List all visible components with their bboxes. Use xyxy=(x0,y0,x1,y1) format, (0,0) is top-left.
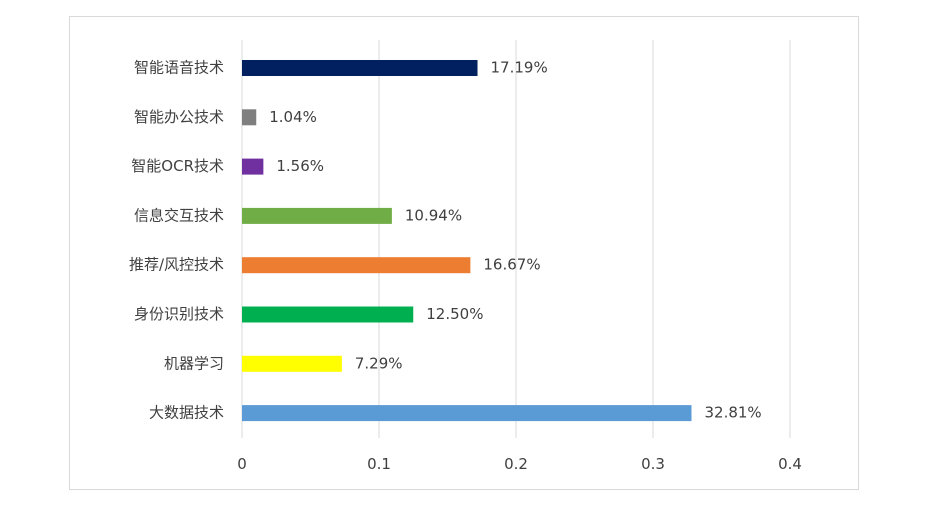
bar xyxy=(242,257,471,274)
data-label: 1.04% xyxy=(269,108,317,126)
x-tick-label: 0.3 xyxy=(641,455,665,473)
data-label: 12.50% xyxy=(426,305,483,323)
bar xyxy=(242,109,257,126)
data-label: 32.81% xyxy=(704,404,761,422)
category-label: 智能语音技术 xyxy=(134,59,224,77)
x-tick-label: 0 xyxy=(237,455,247,473)
bar xyxy=(242,158,264,175)
bar xyxy=(242,306,414,323)
category-label: 信息交互技术 xyxy=(134,206,224,224)
x-tick-label: 0.1 xyxy=(367,455,391,473)
data-label: 16.67% xyxy=(483,256,540,274)
bar xyxy=(242,355,342,372)
data-label: 7.29% xyxy=(355,354,403,372)
category-label: 智能办公技术 xyxy=(134,108,224,126)
x-tick-label: 0.2 xyxy=(504,455,528,473)
x-tick-label: 0.4 xyxy=(778,455,802,473)
category-label: 大数据技术 xyxy=(149,404,224,422)
data-label: 10.94% xyxy=(405,206,462,224)
data-label: 1.56% xyxy=(276,157,324,175)
bar xyxy=(242,60,478,76)
category-label: 智能OCR技术 xyxy=(131,157,224,175)
category-label: 机器学习 xyxy=(164,354,224,372)
bar xyxy=(242,405,692,422)
bar xyxy=(242,207,392,224)
category-label: 身份识别技术 xyxy=(134,305,224,323)
data-label: 17.19% xyxy=(491,59,548,77)
category-label: 推荐/风控技术 xyxy=(129,256,224,274)
